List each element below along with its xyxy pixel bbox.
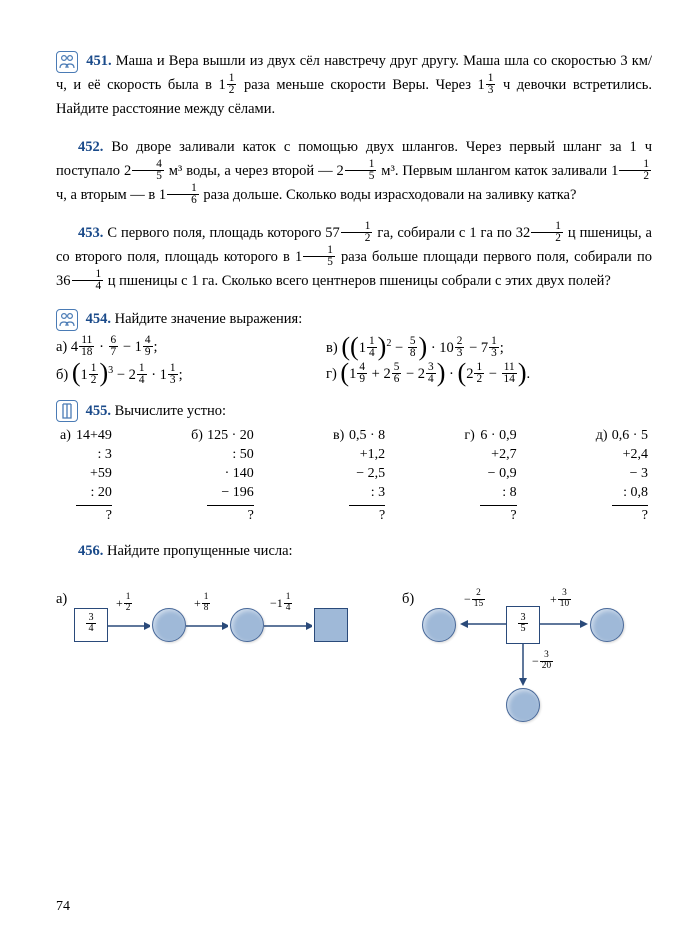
problem-number: 452.: [78, 139, 103, 155]
mental-column: г)6 · 0,9+2,7− 0,9: 8?: [464, 427, 516, 525]
problem-456-header: 456. Найдите пропущенные числа:: [56, 540, 652, 564]
diagram-b: б) 35 −215 +310 −320: [402, 572, 652, 742]
problem-number: 451.: [86, 53, 111, 69]
problem-451: 451. Маша и Вера вышли из двух сёл навст…: [56, 50, 652, 122]
mental-calc-table: а)14+49: 3+59: 20? б)125 · 20: 50· 140− 1…: [56, 427, 652, 525]
problem-number: 456.: [78, 543, 103, 559]
problem-number: 454.: [86, 311, 111, 327]
people-icon: [56, 309, 78, 331]
column-icon: [56, 400, 78, 422]
problem-number: 453.: [78, 225, 103, 241]
problem-454-header: 454. Найдите значение выражения:: [56, 308, 652, 332]
problem-454-row1: а) 41118 · 67 − 149; в) ((114)2 − 58) · …: [56, 336, 652, 361]
mental-column: б)125 · 20: 50· 140− 196?: [191, 427, 254, 525]
mental-column: а)14+49: 3+59: 20?: [60, 427, 112, 525]
page-number: 74: [56, 895, 70, 918]
problem-452: 452. Во дворе заливали каток с помощью д…: [56, 136, 652, 208]
mental-column: в)0,5 · 8+1,2− 2,5: 3?: [333, 427, 385, 525]
problem-number: 455.: [86, 403, 111, 419]
people-icon: [56, 51, 78, 73]
problem-453: 453. С первого поля, площадь которого 57…: [56, 222, 652, 294]
mental-column: д)0,6 · 5+2,4− 3: 0,8?: [596, 427, 648, 525]
problem-456-diagrams: а) 34 +12 +18 −114 б) 35 −215 +310 −320: [56, 572, 652, 742]
problem-454-row2: б) (112)3 − 214 · 113; г) (149 + 256 − 2…: [56, 363, 652, 388]
problem-455-header: 455. Вычислите устно:: [56, 400, 652, 424]
diagram-a: а) 34 +12 +18 −114: [56, 572, 366, 682]
